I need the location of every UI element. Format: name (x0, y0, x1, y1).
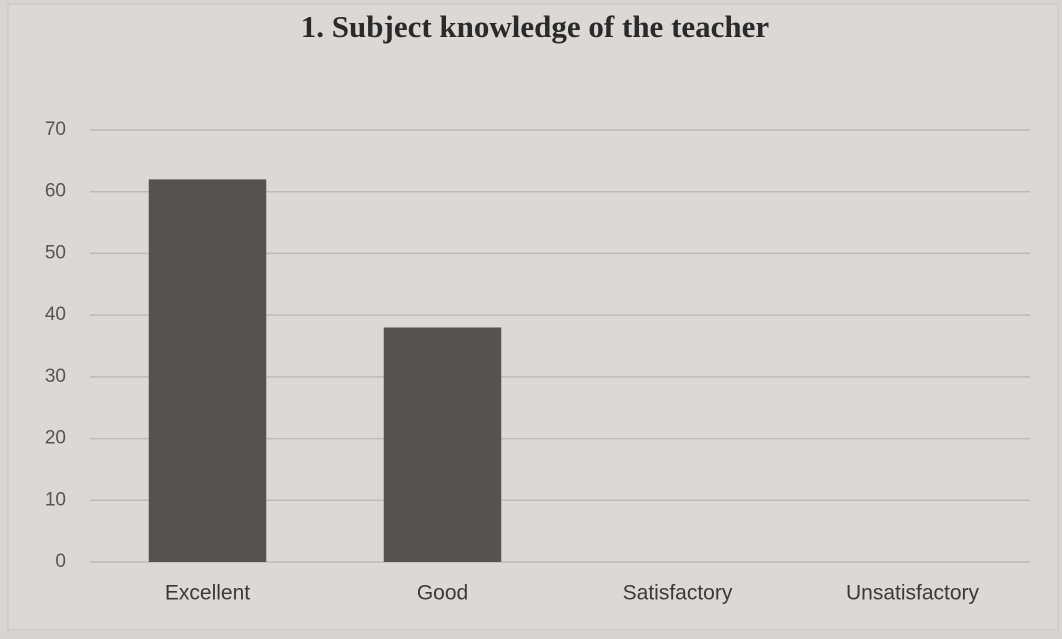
y-tick-label: 10 (45, 489, 66, 510)
chart-title: 1. Subject knowledge of the teacher (301, 9, 770, 44)
y-tick-label: 50 (45, 242, 66, 263)
y-tick-label: 60 (45, 181, 66, 202)
x-tick-label: Unsatisfactory (846, 582, 980, 605)
y-tick-label: 0 (55, 551, 66, 572)
x-tick-label: Excellent (165, 582, 250, 605)
y-tick-label: 20 (45, 428, 66, 449)
bar (383, 327, 502, 562)
x-tick-label: Satisfactory (623, 582, 733, 605)
y-tick-label: 40 (45, 304, 66, 325)
x-tick-label: Good (417, 582, 468, 605)
y-tick-label: 70 (45, 119, 66, 140)
y-tick-label: 30 (45, 366, 66, 387)
bar (148, 179, 267, 562)
